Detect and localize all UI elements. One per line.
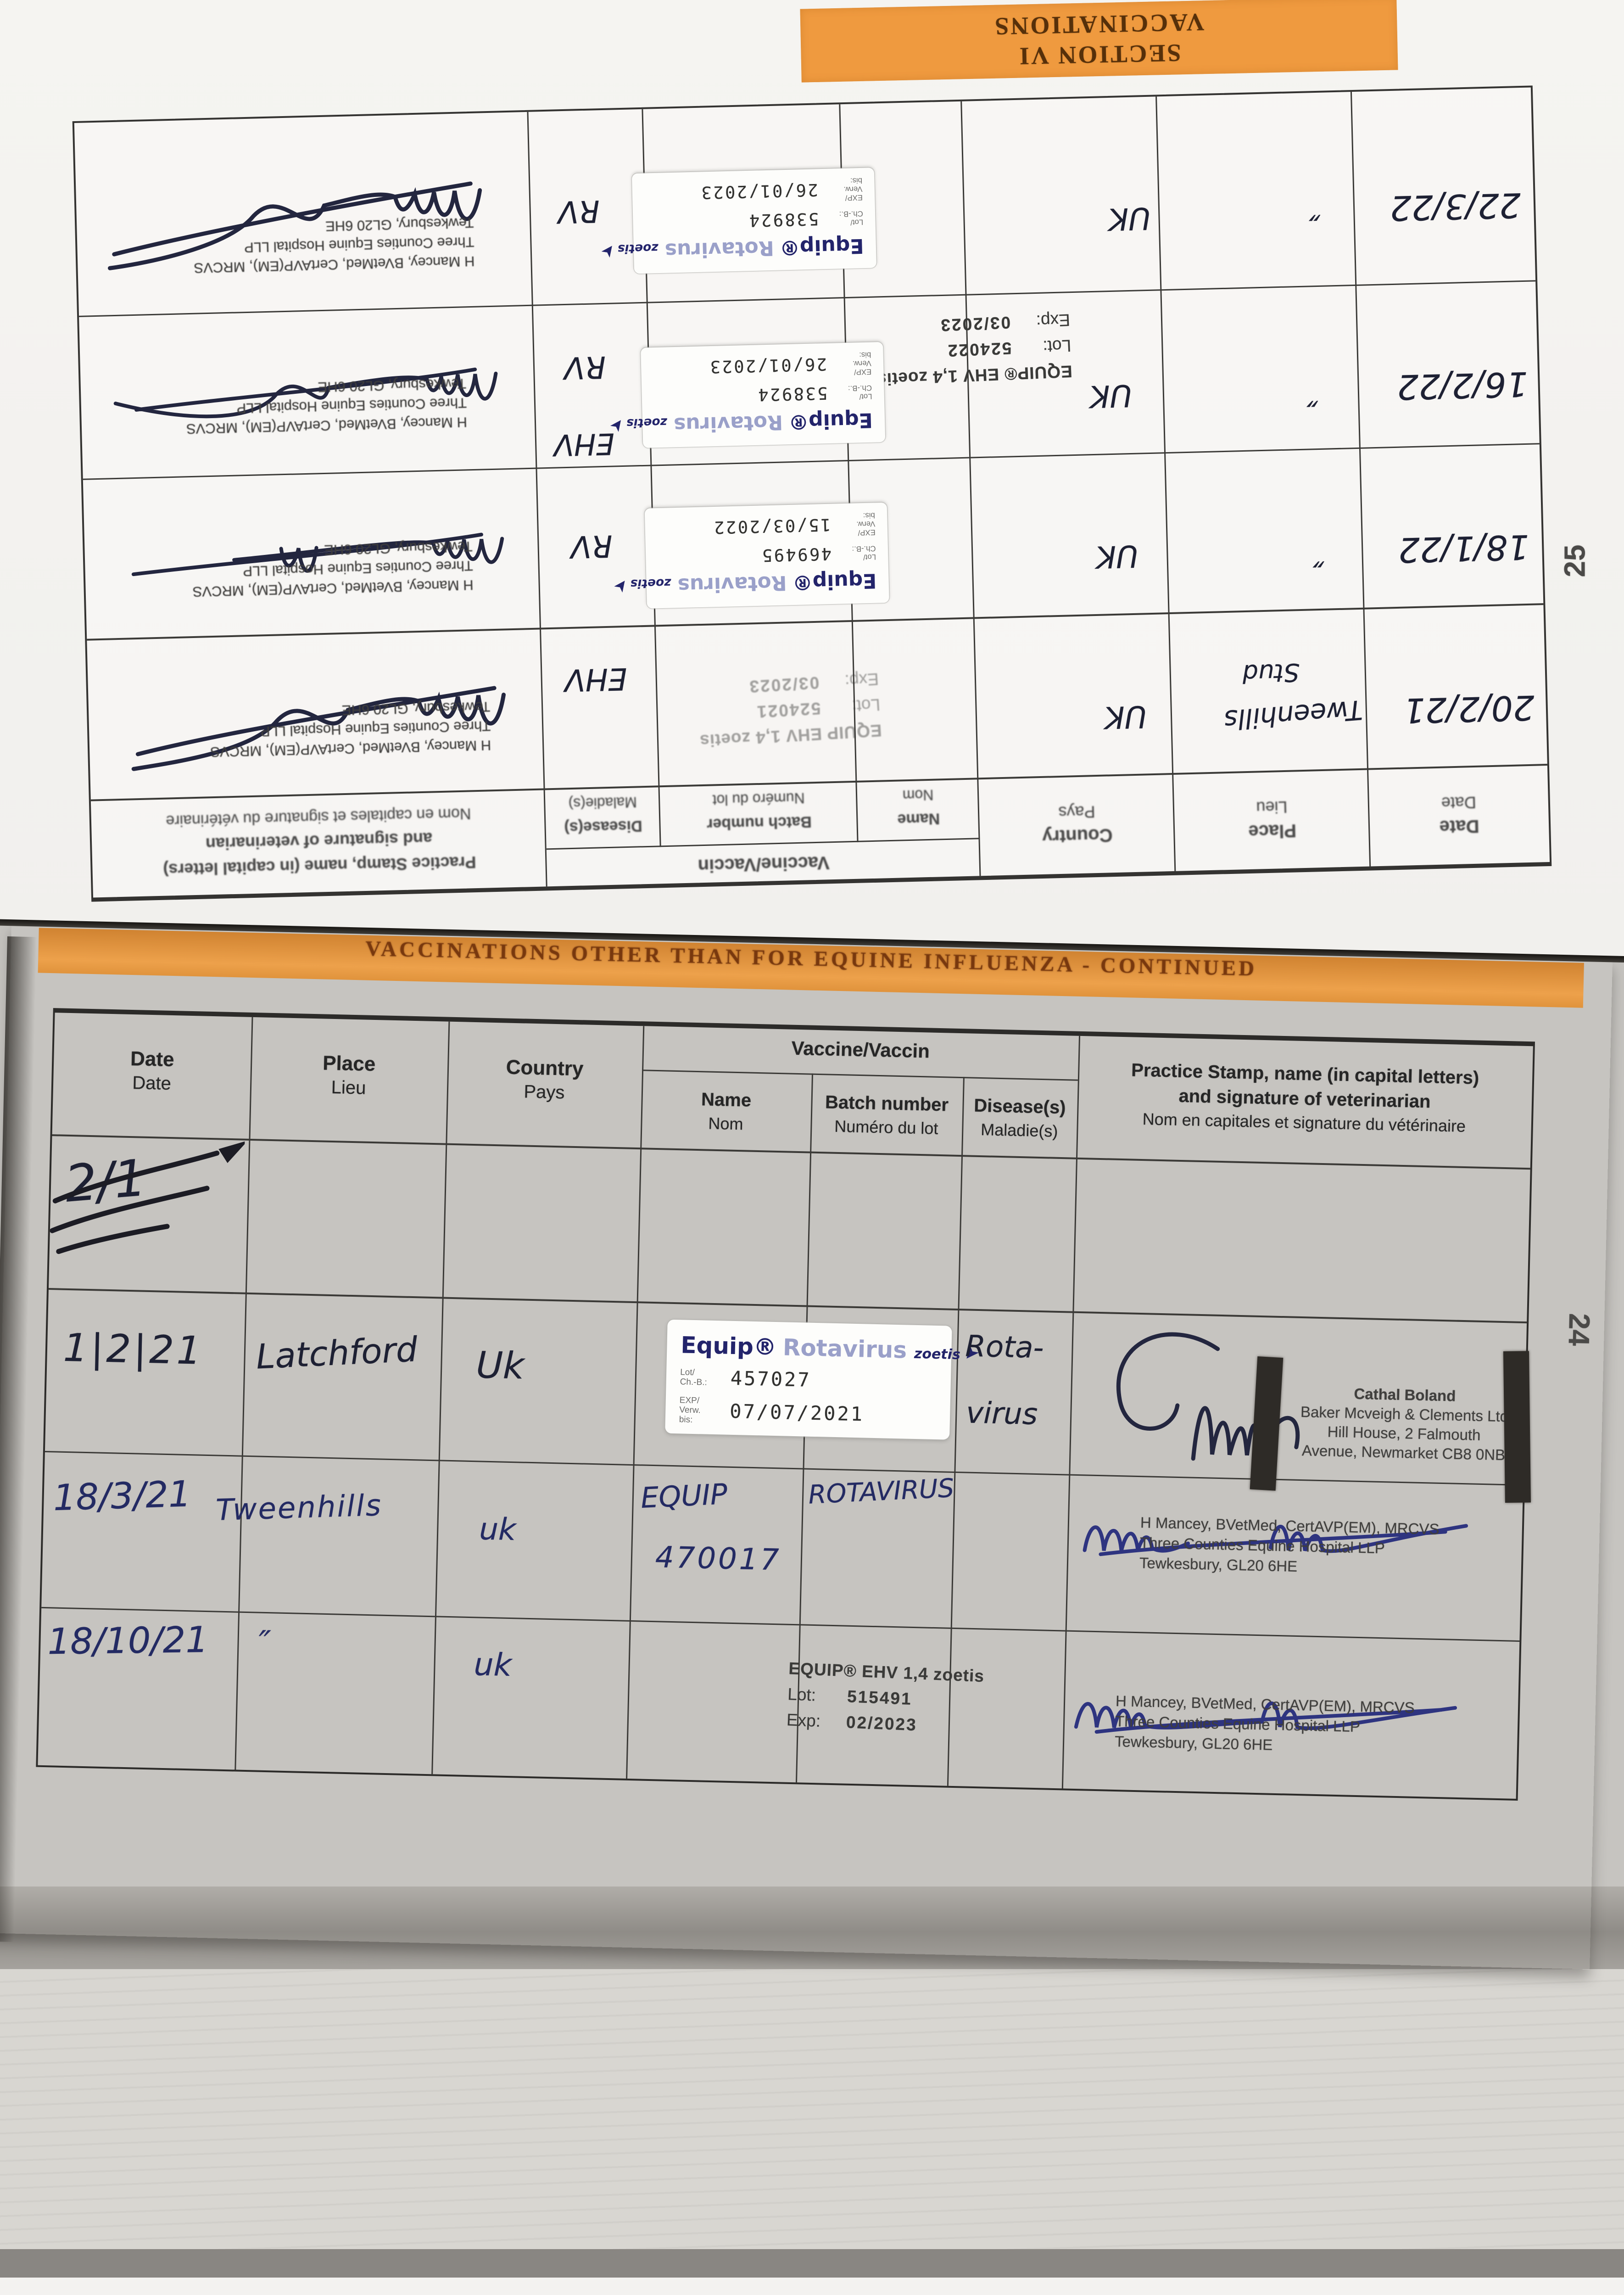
zoetis-arrow-icon: ➤ [597, 240, 620, 262]
ink-blot-bar [1503, 1351, 1531, 1503]
veterinarian-signature [1083, 1524, 1468, 1556]
table-edge-shadow [0, 2249, 1624, 2278]
date-entry: 22/3/22 [1389, 185, 1522, 228]
country-entry: uk [473, 1646, 512, 1684]
country-entry: Uk [475, 1343, 525, 1388]
place-entry: Latchford [255, 1330, 419, 1377]
place-entry: Tweenhills [1223, 694, 1364, 736]
practice-stamp-mancey: H Mancey, BVetMed, CertAVP(EM), MRCVS Th… [1139, 1514, 1440, 1575]
expiry-date: 07/07/2021 [729, 1399, 865, 1426]
zoetis-arrow-icon: ➤ [610, 574, 633, 596]
vaccine-sticker-equip-rotavirus: Equip® Rotavirus zoetis➤ Lot/Ch.-B.: 45702… [665, 1319, 983, 1440]
disease-entry: RV [557, 193, 600, 230]
vaccine-sticker-equip-rotavirus: Equip®Rotaviruszoetis➤ Lot/Ch.-B.: 46949… [610, 502, 889, 609]
practice-stamp-mancey: H Mancey, BVetMed, CertAVP(EM), MRCVS Th… [186, 375, 468, 437]
top-page-upside-down: SECTION VI VACCINATIONS 25 Date Date [0, 0, 1624, 957]
disease-entry: virus [965, 1396, 1038, 1432]
country-entry: UK [1096, 538, 1139, 575]
country-entry: uk [479, 1511, 517, 1548]
disease-entry: Rota- [965, 1329, 1044, 1366]
disease-entry: EHV [553, 426, 615, 462]
practice-stamp-mancey: H Mancey, BVetMed, CertAVP(EM), MRCVS Th… [210, 699, 491, 761]
date-entry: 18/1/22 [1398, 526, 1530, 570]
place-ditto-mark: ″ [258, 1623, 272, 1662]
vaccine-name-entry: EQUIP [640, 1477, 728, 1515]
section-title-line2: VACCINATIONS [993, 8, 1205, 40]
strike-through-marks [50, 1140, 245, 1254]
vaccination-table-top: Date Date Place Lieu Country Pays Vaccin… [72, 85, 1552, 902]
date-entry: 18/3/21 [52, 1473, 192, 1519]
veterinarian-signature [108, 181, 482, 270]
disease-entry: RV [564, 349, 607, 386]
veterinarian-signature [1074, 1702, 1457, 1734]
equip-brand: Equip® [680, 1332, 777, 1361]
vaccine-sticker-equip-rotavirus: Equip®Rotaviruszoetis➤ Lot/Ch.-B.: 53892… [597, 168, 877, 274]
book-edge-shadow [0, 1886, 1624, 1969]
place-entry-line2: Stud [1242, 658, 1300, 688]
bottom-page: VACCINATIONS OTHER THAN FOR EQUINE INFLU… [0, 924, 1613, 1970]
place-ditto-mark: ″ [1307, 189, 1321, 228]
disease-entry: RV [570, 528, 613, 565]
date-entry: 1|2|21 [62, 1325, 205, 1373]
country-entry: UK [1108, 200, 1151, 237]
disease-entry: EHV [564, 661, 628, 698]
vaccine-sticker-equip-rotavirus: Equip®Rotaviruszoetis➤ Lot/Ch.-B.: 53892… [606, 341, 886, 448]
date-entry: 16/2/22 [1396, 364, 1529, 407]
background-white-strip [0, 2278, 1624, 2295]
country-entry: UK [1104, 699, 1148, 735]
col-header-disease: Disease(s) Maladie(s) [973, 1095, 1066, 1141]
batch-number: 457027 [730, 1366, 812, 1391]
practice-stamp-mancey: H Mancey, BVetMed, CertAVP(EM), MRCVS Th… [192, 538, 474, 600]
veterinarian-signature [131, 532, 504, 577]
section-title-line1: SECTION VI [1017, 39, 1182, 70]
practice-stamp-boland: Cathal Boland Baker Mcveigh & Clements L… [1300, 1385, 1509, 1464]
vaccine-print-equip-ehv: EQUIP EHV 1,4 zoetis Lot: 524021 Exp: 03… [699, 669, 882, 751]
vaccination-table-bottom: Date Date Place Lieu Country Pays Vaccin… [36, 1008, 1535, 1801]
veterinarian-signature [113, 367, 498, 419]
veterinarian-signature [131, 686, 506, 771]
country-entry: UK [1089, 377, 1133, 414]
col-header-vaccine: Vaccine/Vaccin [791, 1037, 930, 1062]
place-ditto-mark: ″ [1305, 375, 1319, 414]
fabric-background [0, 1969, 1624, 2249]
date-entry: 18/10/21 [47, 1619, 209, 1663]
col-header-batch: Batch number Numéro du lot [825, 1092, 949, 1138]
practice-stamp-mancey: H Mancey, BVetMed, CertAVP(EM), MRCVS Th… [1114, 1692, 1415, 1753]
section-banner: SECTION VI VACCINATIONS [800, 0, 1398, 83]
vaccine-print-equip-ehv: EQUIP® EHV 1,4 zoetis Lot: 515491 Exp: 0… [786, 1659, 985, 1735]
vaccine-product-entry: ROTAVIRUS [808, 1473, 955, 1510]
page-number-25: 25 [1558, 544, 1591, 577]
vaccine-print-equip-ehv: EQUIP® EHV 1,4 zoetis Lot: 524022 Exp: 0… [876, 310, 1073, 389]
col-header-stamp: Practice Stamp, name (in capital letters… [1131, 1060, 1479, 1136]
page-number-24: 24 [1562, 1313, 1596, 1347]
batch-number: 515491 [847, 1687, 913, 1708]
col-header-date: Date Date [130, 1047, 175, 1094]
place-ditto-mark: ″ [1311, 536, 1325, 574]
zoetis-logo: zoetis [914, 1345, 961, 1363]
date-entry: 20/2/21 [1403, 687, 1535, 730]
col-header-country: Country Pays [506, 1056, 584, 1103]
rotavirus-product: Rotavirus [782, 1334, 907, 1364]
expiry-date: 02/2023 [846, 1713, 918, 1735]
col-header-name: Name Nom [701, 1089, 752, 1134]
practice-stamp-mancey: H Mancey, BVetMed, CertAVP(EM), MRCVS Th… [194, 214, 475, 276]
batch-entry: 470017 [655, 1540, 782, 1578]
place-entry: Tweenhills [215, 1489, 383, 1528]
col-header-place: Place Lieu [322, 1052, 376, 1098]
